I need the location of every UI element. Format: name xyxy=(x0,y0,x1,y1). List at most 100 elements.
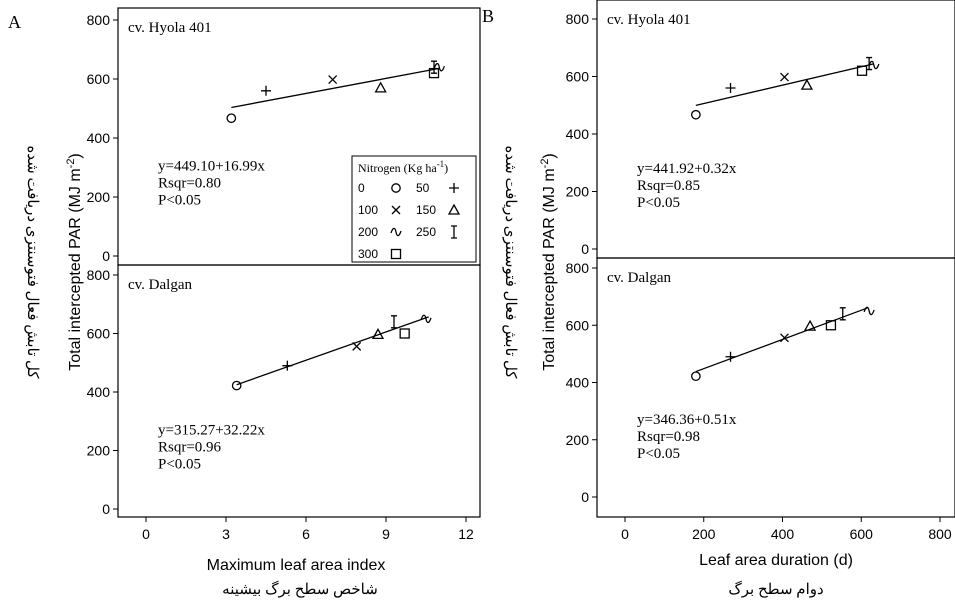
data-point-n200 xyxy=(863,306,875,316)
y-tick-label: 200 xyxy=(566,184,590,200)
data-point-n200 xyxy=(420,314,432,324)
data-point-n250 xyxy=(839,307,846,321)
x-tick-label: 0 xyxy=(621,526,629,542)
subpanel-dalgan: 0 200 400 600 800 cv. Dalgan y=315.27+32.22xRs… xyxy=(87,264,481,518)
y-tick-label: 200 xyxy=(566,432,590,448)
legend-title: Nitrogen (Kg ha-1) xyxy=(358,159,448,175)
y-axis-label: Total intercepted PAR (MJ m-2) xyxy=(539,153,558,371)
x-axis-label: Maximum leaf area index xyxy=(207,557,386,574)
data-point-n100 xyxy=(780,333,789,343)
data-point-n0 xyxy=(231,380,242,391)
data-point-n100 xyxy=(328,75,338,85)
y-tick-label: 0 xyxy=(581,489,589,505)
data-point-n50 xyxy=(282,360,293,371)
regression-equation: y=449.10+16.99x xyxy=(158,158,265,174)
chart-panel-b: B 0 200 400 600 800 cv. Hyola 401 y=441.92+0.32… xyxy=(482,0,955,598)
x-tick-label: 0 xyxy=(142,526,150,542)
subpanel-frame xyxy=(596,0,955,259)
x-tick-label: 400 xyxy=(771,526,795,542)
legend-label-n100: 100 xyxy=(358,203,378,217)
y-tick-label: 200 xyxy=(87,189,111,205)
p-value: P<0.05 xyxy=(637,446,680,462)
x-axis-label: Leaf area duration (d) xyxy=(699,552,853,569)
data-point-n300 xyxy=(399,328,410,339)
y-tick-label: 400 xyxy=(566,126,590,142)
y-tick-label: 600 xyxy=(566,69,590,85)
regression-line xyxy=(695,63,874,107)
data-point-n300 xyxy=(856,65,868,76)
data-point-n150 xyxy=(803,319,817,331)
legend-label-n50: 50 xyxy=(416,181,430,195)
data-point-n250 xyxy=(431,60,437,74)
y-tick-label: 0 xyxy=(102,248,110,264)
y-tick-label: 200 xyxy=(87,443,111,459)
regression-equation: y=315.27+32.22x xyxy=(158,422,265,438)
r-squared: Rsqr=0.80 xyxy=(158,175,221,191)
data-point-n200 xyxy=(868,60,880,70)
panel-letter: B xyxy=(482,6,494,26)
data-point-n150 xyxy=(800,78,814,90)
data-point-n100 xyxy=(352,341,362,351)
x-tick-label: 200 xyxy=(692,526,716,542)
cultivar-label: cv. Dalgan xyxy=(607,270,671,286)
x-tick-label: 12 xyxy=(458,526,474,542)
y-tick-label: 600 xyxy=(87,71,111,87)
data-point-n0 xyxy=(691,109,701,120)
data-point-n0 xyxy=(691,371,701,382)
y-tick-label: 0 xyxy=(581,241,589,257)
y-tick-label: 800 xyxy=(566,260,590,276)
cultivar-label: cv. Hyola 401 xyxy=(607,12,691,28)
data-point-n50 xyxy=(725,351,736,362)
r-squared: Rsqr=0.98 xyxy=(637,429,700,445)
data-point-n300 xyxy=(825,320,837,331)
regression-equation: y=346.36+0.51x xyxy=(637,412,737,428)
subpanel-hyola-401: 0 200 400 600 800 cv. Hyola 401 y=449.10+16.99… xyxy=(87,7,481,266)
x-tick-label: 800 xyxy=(928,526,952,542)
y-tick-label: 800 xyxy=(87,267,111,283)
legend-marker-plus xyxy=(449,183,459,193)
x-tick-label: 6 xyxy=(302,526,310,542)
data-point-n0 xyxy=(226,113,237,124)
data-point-n300 xyxy=(428,67,440,79)
data-point-n200 xyxy=(433,62,445,72)
y-tick-label: 400 xyxy=(87,130,111,146)
subpanel-frame xyxy=(117,264,481,518)
cultivar-label: cv. Hyola 401 xyxy=(128,20,212,36)
legend-marker-cross xyxy=(391,205,401,215)
legend-label-n150: 150 xyxy=(416,203,436,217)
legend-label-n300: 300 xyxy=(358,247,378,261)
r-squared: Rsqr=0.85 xyxy=(637,178,700,194)
y-axis-label: Total intercepted PAR (MJ m-2) xyxy=(65,153,84,371)
legend-box xyxy=(351,155,477,263)
legend: Nitrogen (Kg ha-1) 0 50 100 150 200 250 300 xyxy=(351,155,477,263)
y-tick-label: 800 xyxy=(87,12,111,28)
p-value: P<0.05 xyxy=(158,192,201,208)
data-point-n50 xyxy=(725,83,736,93)
legend-marker-ibeam xyxy=(451,225,457,239)
subpanel-dalgan: 0 200 400 600 800 cv. Dalgan y=346.36+0.51xRsq… xyxy=(566,257,955,518)
y-tick-label: 400 xyxy=(566,375,590,391)
y-axis-label-persian: کل تابش فعال فتوسنتزی دریافت شده xyxy=(502,145,518,379)
subpanel-frame xyxy=(596,257,955,518)
y-axis-label-persian: کل تابش فعال فتوسنتزی دریافت شده xyxy=(24,145,40,379)
data-point-n150 xyxy=(371,328,385,340)
y-tick-label: 800 xyxy=(566,11,590,27)
subpanel-hyola-401: 0 200 400 600 800 cv. Hyola 401 y=441.92+0.32x… xyxy=(566,0,955,259)
x-tick-label: 9 xyxy=(382,526,390,542)
legend-marker-circle xyxy=(391,183,401,193)
legend-marker-tilde xyxy=(390,227,402,237)
x-axis-label-persian: دوام سطح برگ xyxy=(728,580,823,598)
x-axis-label-persian: شاخص سطح برگ بیشینه xyxy=(222,580,378,598)
y-tick-label: 0 xyxy=(102,501,110,517)
regression-equation: y=441.92+0.32x xyxy=(637,161,737,177)
y-tick-label: 600 xyxy=(566,317,590,333)
y-tick-label: 600 xyxy=(87,326,111,342)
r-squared: Rsqr=0.96 xyxy=(158,439,222,455)
p-value: P<0.05 xyxy=(637,195,680,211)
regression-line xyxy=(695,307,868,373)
legend-label-n0: 0 xyxy=(358,181,365,195)
p-value: P<0.05 xyxy=(158,456,201,472)
data-point-n100 xyxy=(780,72,789,82)
